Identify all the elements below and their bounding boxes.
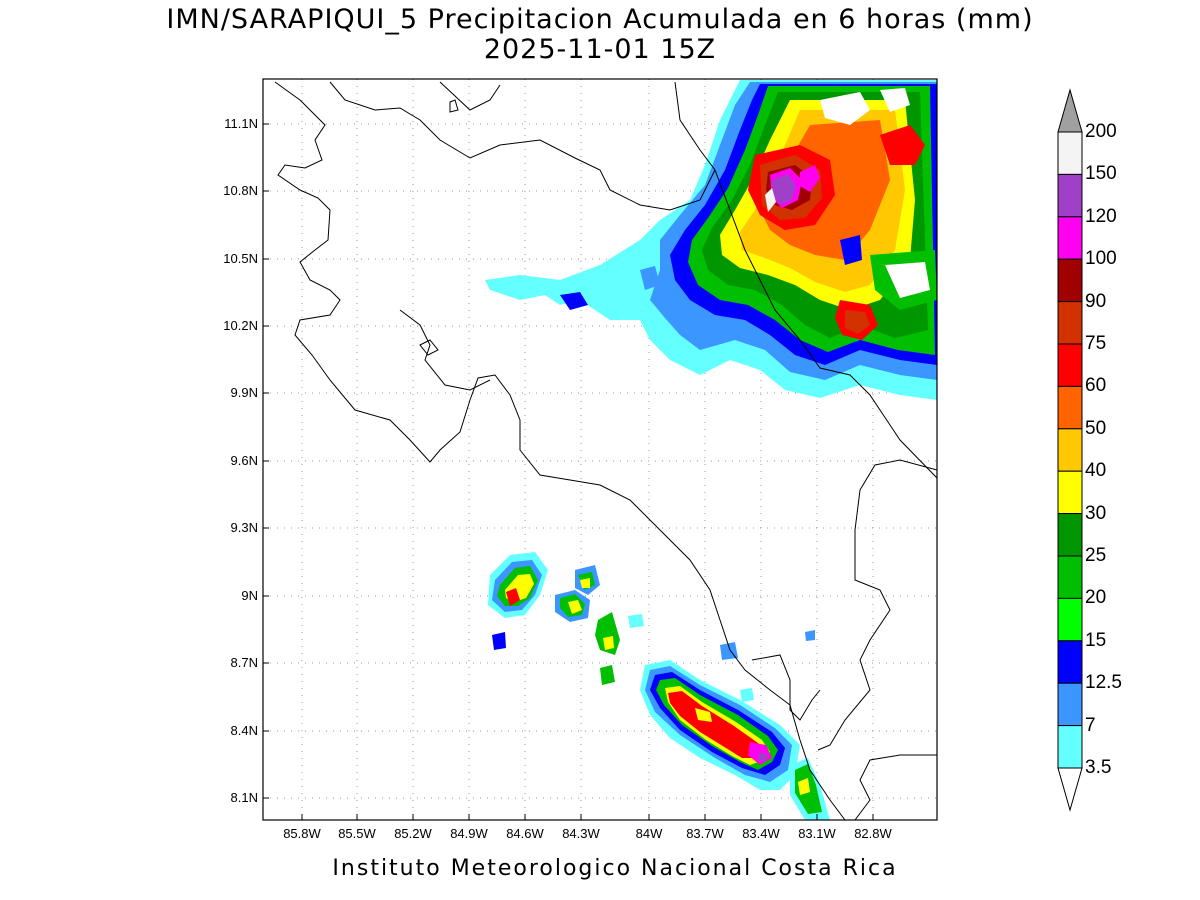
latitude-label: 10.2N <box>223 318 258 333</box>
nicaragua-lake-shore <box>439 81 501 111</box>
colorbar-swatch <box>1057 385 1083 430</box>
rain-cells-south <box>488 552 830 820</box>
colorbar-swatch <box>1057 555 1083 599</box>
precipitation-field <box>485 80 937 820</box>
colorbar-boxes <box>1057 131 1083 769</box>
colorbar-swatch <box>1057 513 1083 557</box>
caribbean-coastline <box>674 81 937 479</box>
longitude-label: 84W <box>635 826 663 841</box>
lake-island <box>449 99 459 113</box>
colorbar-label: 150 <box>1085 163 1117 185</box>
latitude-label: 9.9N <box>230 385 258 400</box>
osa-peninsula-coast <box>751 654 821 721</box>
colorbar-bottom-arrow <box>1057 767 1083 812</box>
colorbar-swatch <box>1057 470 1083 515</box>
latitude-label: 9N <box>241 588 258 603</box>
colorbar-label: 12.5 <box>1085 672 1122 694</box>
map-title: IMN/SARAPIQUI_5 Precipitacion Acumulada … <box>166 4 1034 35</box>
colorbar-swatch <box>1057 682 1083 727</box>
colorbar-label: 30 <box>1085 502 1107 524</box>
longitude-label: 84.3W <box>562 826 600 841</box>
colorbar-swatch <box>1057 173 1083 218</box>
colorbar-top-arrow <box>1057 88 1083 133</box>
axis-ticks <box>263 123 874 820</box>
colorbar-label: 90 <box>1085 290 1107 312</box>
gulf-island <box>419 339 439 356</box>
colorbar-label: 15 <box>1085 629 1107 651</box>
footer-credit: Instituto Meteorologico Nacional Costa R… <box>332 856 898 881</box>
longitude-label: 82.8W <box>854 826 892 841</box>
latitude-label: 8.4N <box>230 723 258 738</box>
longitude-label: 85.8W <box>283 826 321 841</box>
colorbar-label: 25 <box>1085 545 1107 566</box>
colorbar-label: 100 <box>1085 248 1117 270</box>
longitude-label: 84.6W <box>506 826 544 841</box>
colorbar-swatch <box>1057 343 1083 387</box>
pacific-coastline <box>274 81 846 820</box>
panama-coast-south <box>854 754 937 820</box>
rain-mass-northeast <box>485 80 937 400</box>
colorbar-label: 60 <box>1085 375 1107 397</box>
colorbar-swatch <box>1057 131 1083 175</box>
colorbar-swatch <box>1057 597 1083 642</box>
northern-border <box>329 81 716 211</box>
colorbar-swatch <box>1057 725 1083 769</box>
longitude-label: 83.4W <box>742 826 780 841</box>
colorbar-swatch <box>1057 640 1083 684</box>
longitude-label: 85.2W <box>394 826 432 841</box>
longitude-label: 83.1W <box>798 826 836 841</box>
latitude-label: 10.5N <box>223 251 258 266</box>
map-subtitle-date: 2025-11-01 15Z <box>483 34 717 65</box>
colorbar-swatch <box>1057 258 1083 303</box>
colorbar-label: 200 <box>1085 121 1117 142</box>
colorbar-label: 7 <box>1085 714 1096 736</box>
nicoya-gulf-coast <box>399 309 491 391</box>
colorbar-label: 20 <box>1085 587 1107 609</box>
latitude-label: 9.6N <box>230 453 258 468</box>
map-gridlines <box>263 79 937 820</box>
latitude-label: 8.1N <box>230 790 258 805</box>
longitude-label: 83.7W <box>686 826 724 841</box>
colorbar-label: 75 <box>1085 333 1107 354</box>
colorbar-label: 120 <box>1085 205 1117 227</box>
colorbar <box>1057 88 1083 812</box>
colorbar-swatch <box>1057 216 1083 260</box>
latitude-label: 10.8N <box>223 183 258 198</box>
map-frame <box>262 78 938 821</box>
coastlines <box>274 81 937 820</box>
latitude-label: 9.3N <box>230 520 258 535</box>
latitude-label: 8.7N <box>230 655 258 670</box>
colorbar-swatch <box>1057 428 1083 472</box>
colorbar-label: 40 <box>1085 460 1107 482</box>
longitude-label: 84.9W <box>450 826 488 841</box>
colorbar-swatch <box>1057 301 1083 345</box>
colorbar-label: 3.5 <box>1085 757 1112 778</box>
colorbar-label: 50 <box>1085 417 1107 439</box>
longitude-label: 85.5W <box>338 826 376 841</box>
latitude-label: 11.1N <box>224 116 258 131</box>
panama-border <box>817 459 937 751</box>
